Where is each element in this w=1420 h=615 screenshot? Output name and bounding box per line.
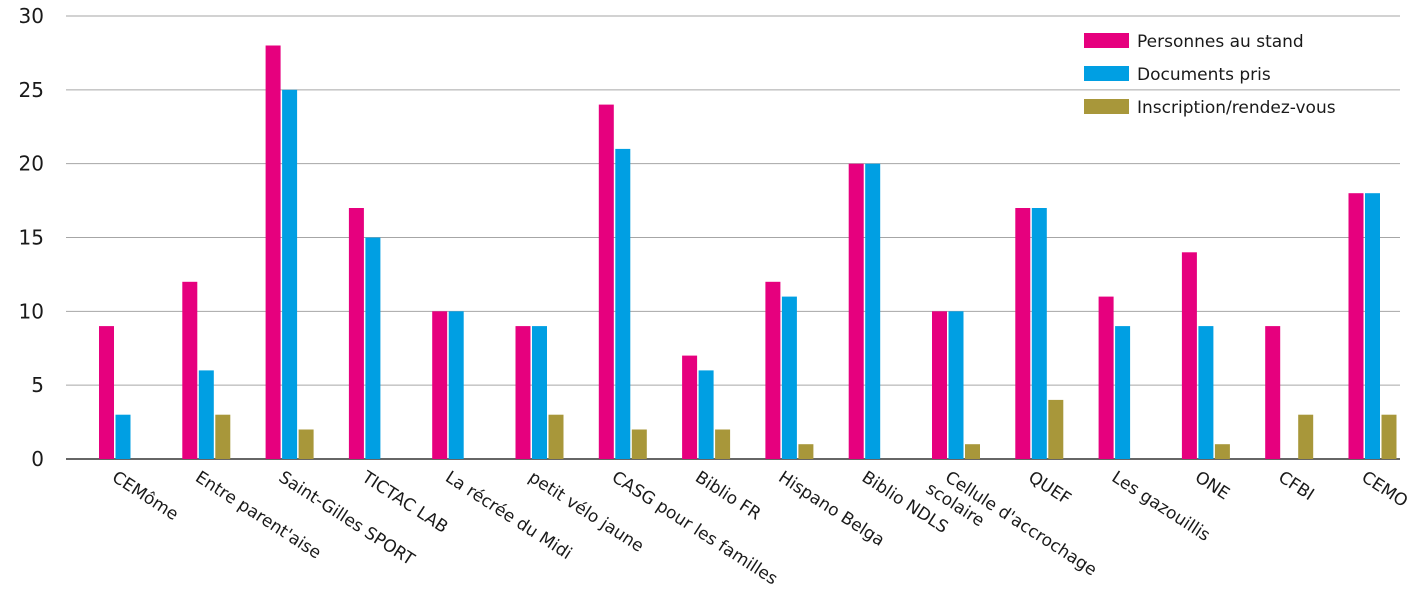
bar-documents — [865, 163, 881, 459]
bar-group — [1015, 208, 1064, 459]
bar-inscription — [715, 429, 731, 459]
x-category-label: CFBI — [1274, 467, 1317, 505]
bar-documents — [1198, 326, 1214, 459]
bar-group — [598, 104, 647, 459]
bar-documents — [448, 311, 464, 459]
bar-documents — [365, 237, 381, 459]
y-tick-label: 0 — [31, 447, 44, 471]
bar-personnes — [932, 311, 947, 459]
bar-personnes — [598, 104, 614, 459]
bar-documents — [115, 414, 131, 459]
bar-documents — [948, 311, 964, 459]
bar-documents — [1031, 208, 1047, 459]
bar-personnes — [1098, 296, 1114, 459]
bar-group — [765, 281, 814, 459]
bar-group — [265, 45, 314, 460]
legend-item: Documents pris — [1084, 65, 1271, 85]
legend: Personnes au stand Documents pris Inscript… — [1084, 32, 1336, 118]
bar-group — [182, 281, 231, 459]
bar-documents — [781, 296, 797, 459]
bar-documents — [698, 370, 714, 459]
bar-personnes — [515, 326, 531, 459]
y-tick-label: 5 — [31, 373, 44, 397]
bar-documents — [1115, 326, 1131, 459]
bar-personnes — [1348, 193, 1364, 459]
legend-swatch — [1084, 33, 1129, 48]
legend-item: Personnes au stand — [1084, 32, 1304, 52]
bar-personnes — [265, 45, 281, 459]
bar-group — [682, 355, 731, 459]
bar-inscription — [1048, 399, 1064, 459]
bars — [99, 45, 1397, 460]
bar-documents — [615, 148, 631, 459]
bar-inscription — [631, 429, 647, 459]
bar-inscription — [1298, 414, 1314, 459]
bar-group — [848, 163, 881, 459]
bar-personnes — [765, 281, 781, 459]
bar-personnes — [99, 326, 114, 459]
x-category-label: CEMôme — [108, 467, 182, 524]
x-category-label: ONE — [1191, 467, 1233, 504]
y-axis-ticks: 0 5 10 15 20 25 30 — [19, 4, 44, 471]
bar-group — [515, 326, 564, 459]
bar-personnes — [1181, 252, 1197, 459]
bar-documents — [532, 326, 547, 459]
bar-personnes — [848, 163, 864, 459]
x-category-label-line: Cellule d'accrochage — [941, 467, 1100, 580]
bar-group — [1265, 326, 1314, 459]
x-category-label: QUEF — [1025, 467, 1075, 509]
bar-documents — [1365, 193, 1380, 459]
legend-label: Documents pris — [1137, 65, 1271, 85]
bar-inscription — [965, 444, 980, 459]
bar-inscription — [215, 414, 231, 459]
bar-group — [932, 311, 980, 459]
bar-documents — [198, 370, 214, 459]
bar-inscription — [1381, 414, 1397, 459]
x-category-label: scolaireCellule d'accrochage — [922, 462, 1100, 597]
bar-group — [348, 208, 381, 459]
bar-inscription — [798, 444, 814, 459]
x-category-label: Biblio FR — [691, 467, 764, 524]
bar-group — [1348, 193, 1397, 459]
bar-group — [99, 326, 131, 459]
bar-personnes — [348, 208, 364, 459]
bar-inscription — [1214, 444, 1230, 459]
bar-personnes — [682, 355, 698, 459]
x-category-label: CEMO — [1358, 467, 1411, 511]
y-tick-label: 25 — [19, 78, 44, 102]
bar-personnes — [1015, 208, 1031, 459]
x-category-label: Saint-Gilles SPORT — [275, 467, 419, 570]
legend-label: Inscription/rendez-vous — [1137, 98, 1336, 118]
y-tick-label: 30 — [19, 4, 44, 28]
legend-label: Personnes au stand — [1137, 32, 1304, 52]
bar-group — [1098, 296, 1131, 459]
legend-swatch — [1084, 66, 1129, 81]
bar-inscription — [548, 414, 564, 459]
bar-inscription — [298, 429, 314, 459]
y-tick-label: 15 — [19, 226, 44, 250]
y-tick-label: 10 — [19, 299, 44, 323]
y-tick-label: 20 — [19, 152, 44, 176]
bar-personnes — [182, 281, 198, 459]
bar-personnes — [432, 311, 448, 459]
bar-group — [432, 311, 464, 459]
legend-item: Inscription/rendez-vous — [1084, 98, 1336, 118]
bar-documents — [282, 89, 298, 460]
legend-swatch — [1084, 99, 1129, 114]
bar-group — [1181, 252, 1230, 459]
bar-personnes — [1265, 326, 1281, 459]
